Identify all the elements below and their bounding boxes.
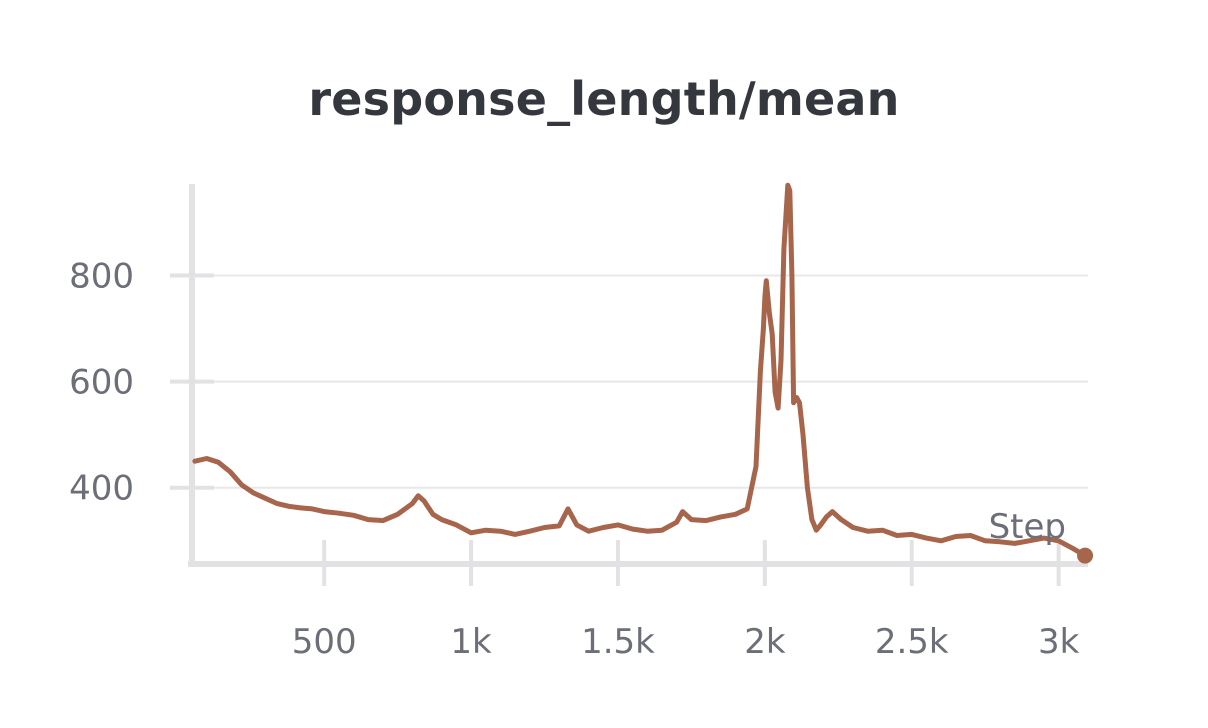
x-tick-label: 2.5k xyxy=(875,622,949,662)
x-tick-label: 500 xyxy=(292,622,357,662)
axes xyxy=(170,184,1088,586)
y-tick-label: 400 xyxy=(69,469,134,509)
x-axis-title: Step xyxy=(989,507,1066,547)
x-tick-label: 1k xyxy=(450,622,492,662)
series-line xyxy=(192,182,1088,559)
chart-title: response_length/mean xyxy=(308,72,900,126)
tick-labels: 400 600 800 500 1k 1.5k 2k 2.5k 3k xyxy=(69,257,1079,663)
x-tick-label: 2k xyxy=(744,622,786,662)
x-tick-label: 3k xyxy=(1038,622,1080,662)
x-tick-label: 1.5k xyxy=(581,622,655,662)
series-end-point xyxy=(1077,547,1094,564)
y-tick-label: 600 xyxy=(69,363,134,403)
series-layer xyxy=(192,182,1094,564)
grid-lines xyxy=(192,274,1088,489)
y-tick-label: 800 xyxy=(69,257,134,297)
